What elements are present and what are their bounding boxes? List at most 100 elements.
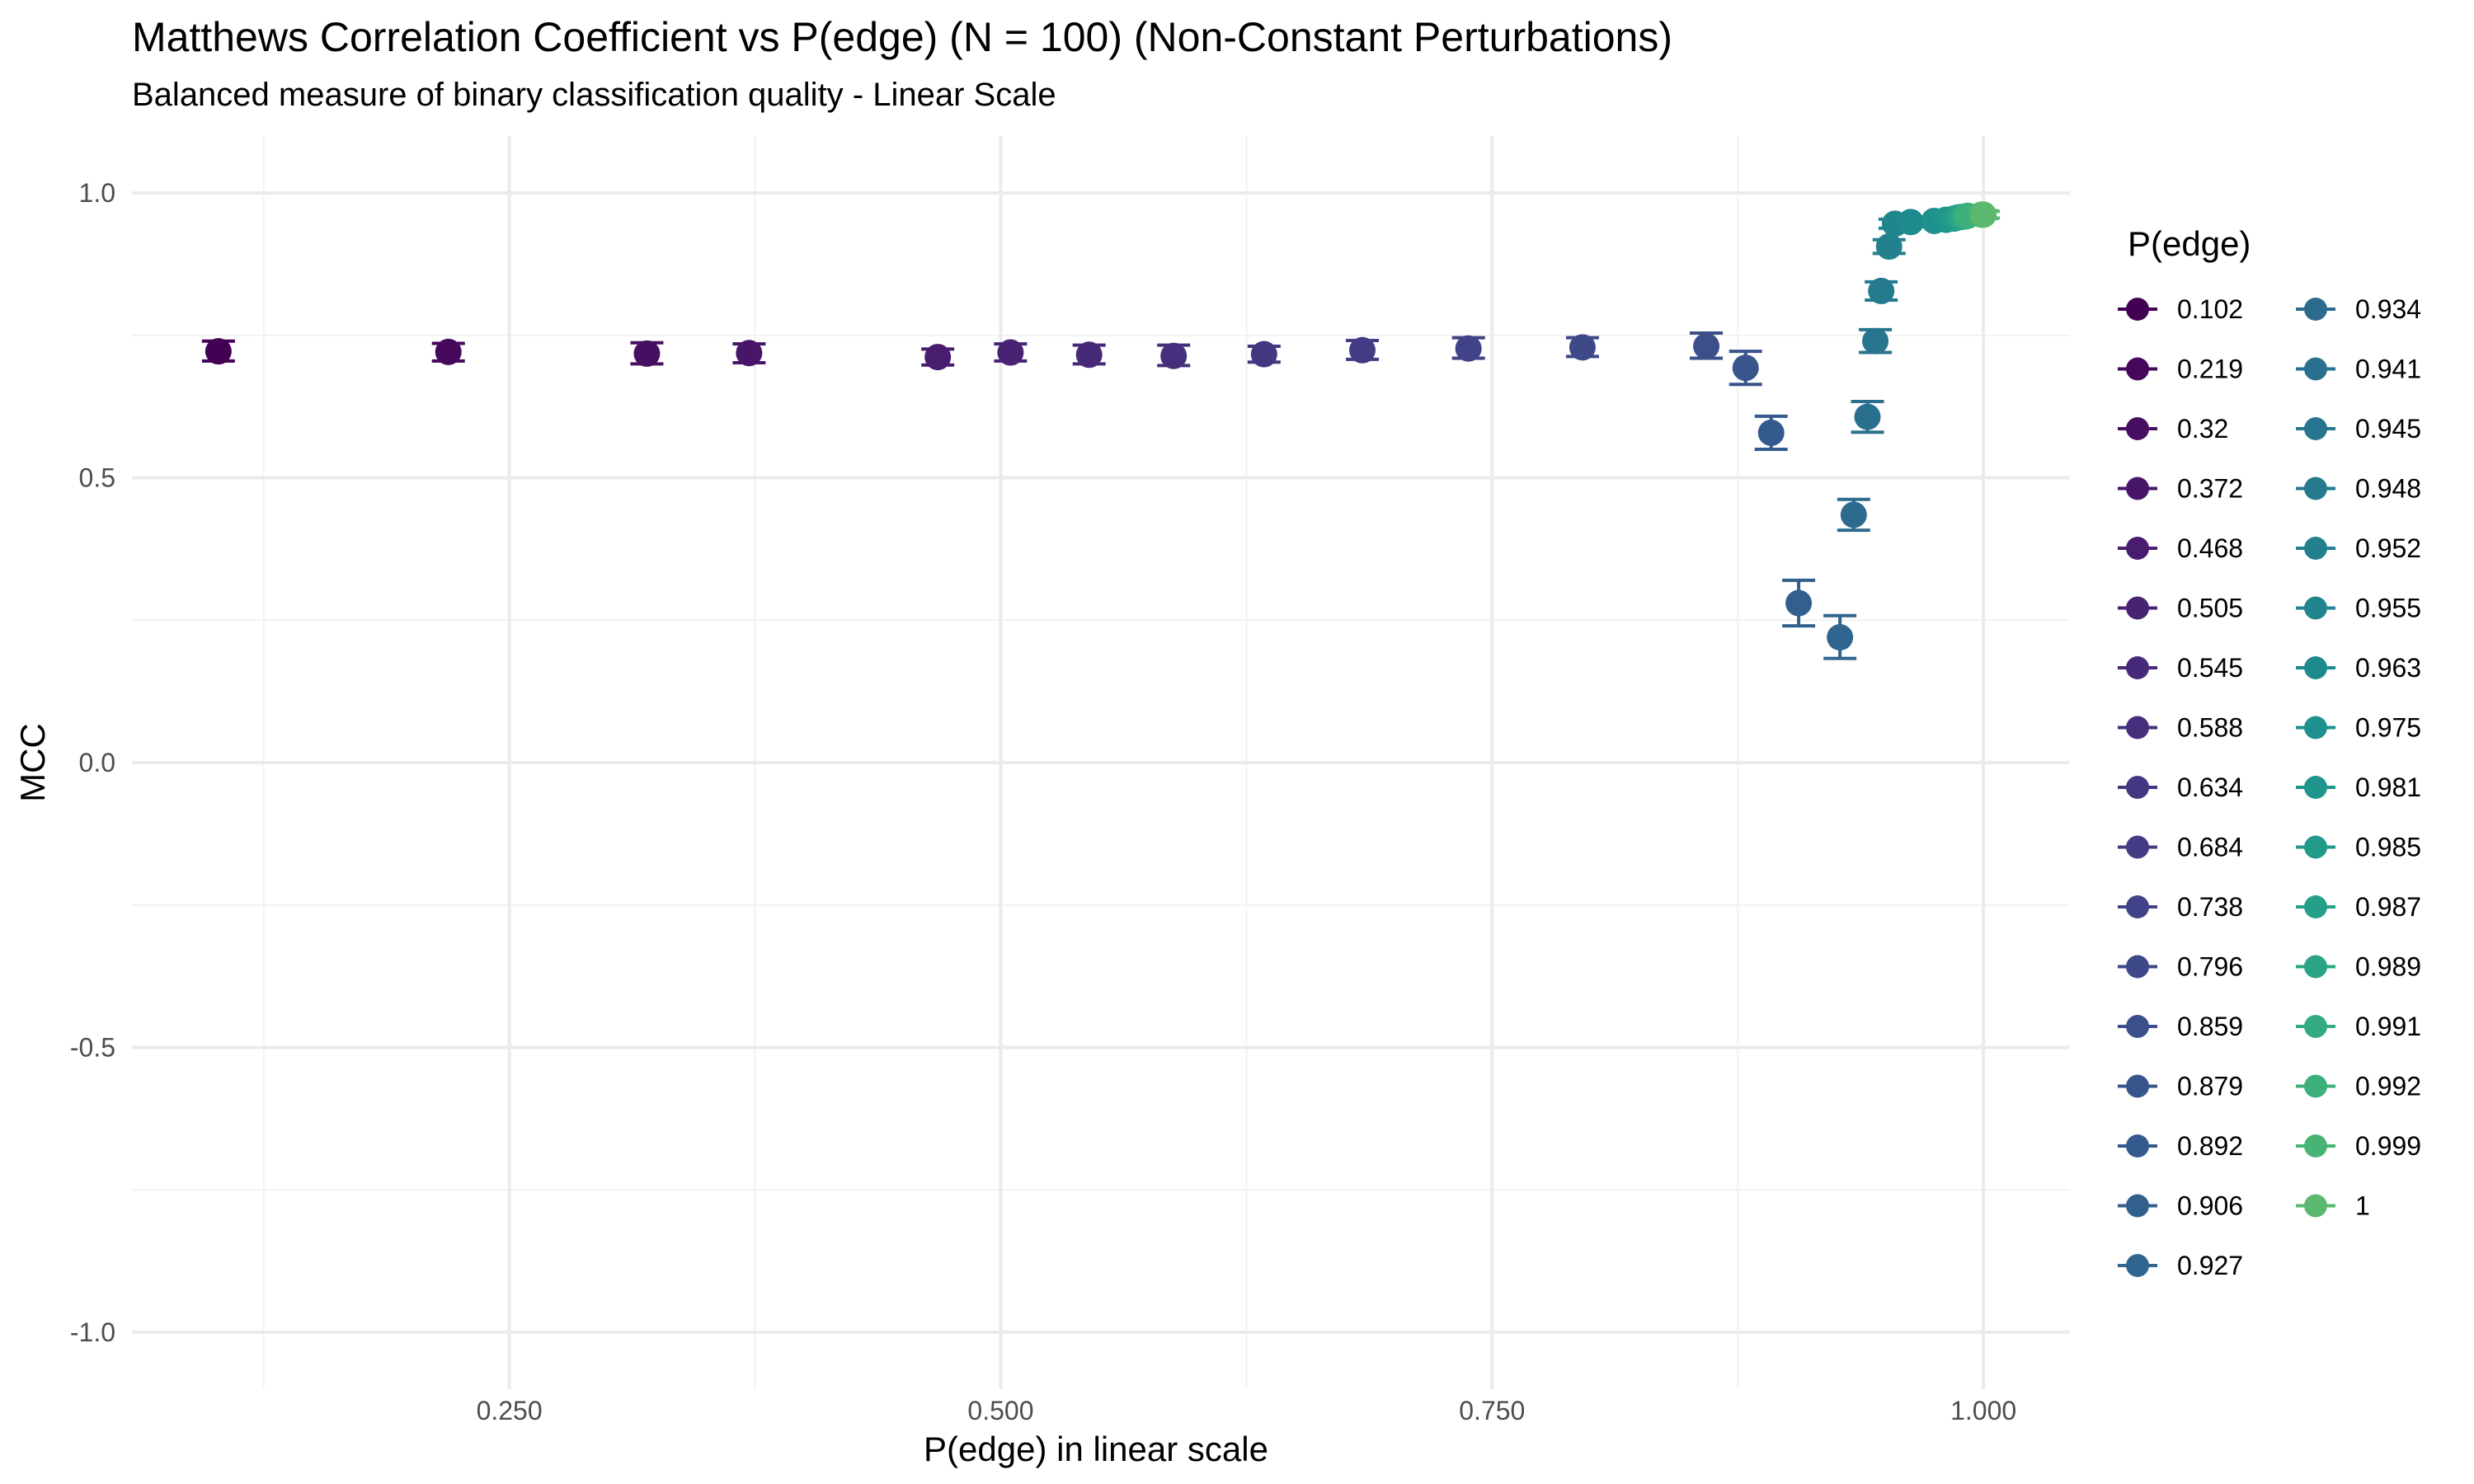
x-tick-label: 0.500 [967, 1396, 1033, 1425]
legend-key-point [2304, 298, 2327, 321]
legend-key-point [2304, 1074, 2327, 1098]
legend-item: 0.991 [2296, 1012, 2421, 1041]
legend-label: 0.684 [2177, 833, 2243, 862]
legend-key-point [2304, 1134, 2327, 1158]
legend-item: 0.859 [2118, 1012, 2243, 1041]
legend-item: 0.468 [2118, 533, 2243, 563]
data-point [1785, 589, 1813, 617]
data-point [1862, 327, 1889, 355]
legend-item: 0.892 [2118, 1131, 2243, 1161]
y-tick-label: -1.0 [70, 1317, 115, 1347]
y-tick-label: 0.5 [79, 463, 115, 493]
data-points [205, 201, 1997, 650]
legend-item: 0.992 [2296, 1072, 2421, 1101]
legend-label: 0.948 [2355, 474, 2421, 504]
legend-item: 0.738 [2118, 892, 2243, 922]
data-point [205, 338, 232, 365]
y-tick-label: 1.0 [79, 178, 115, 208]
legend-key-point [2126, 955, 2149, 979]
error-bars [201, 209, 2001, 660]
legend-item: 0.372 [2118, 474, 2243, 504]
legend-item: 0.32 [2118, 414, 2228, 444]
legend-label: 0.945 [2355, 414, 2421, 444]
legend-label: 0.879 [2177, 1072, 2243, 1101]
legend-item: 0.505 [2118, 594, 2243, 623]
legend-label: 0.738 [2177, 892, 2243, 922]
legend-key-point [2304, 537, 2327, 560]
legend-item: 0.634 [2118, 773, 2243, 802]
legend-item: 0.948 [2296, 474, 2421, 504]
legend-item: 0.588 [2118, 713, 2243, 743]
data-point [633, 340, 661, 367]
data-point [1693, 332, 1720, 359]
legend-item: 0.219 [2118, 355, 2243, 384]
legend-key-point [2126, 477, 2149, 500]
legend-key-point [2126, 656, 2149, 679]
data-point [1455, 335, 1482, 362]
legend-label: 0.859 [2177, 1012, 2243, 1041]
legend-label: 0.952 [2355, 533, 2421, 563]
legend-item: 0.796 [2118, 952, 2243, 982]
legend-key-point [2126, 1254, 2149, 1277]
legend-key-point [2126, 895, 2149, 918]
legend-item: 0.981 [2296, 773, 2421, 802]
legend-key-point [2304, 835, 2327, 859]
legend-label: 0.32 [2177, 414, 2228, 444]
legend-item: 0.955 [2296, 594, 2421, 623]
data-point [1840, 501, 1867, 528]
legend-item: 0.927 [2118, 1251, 2243, 1280]
legend-key-point [2304, 716, 2327, 740]
y-tick-label: 0.0 [79, 748, 115, 777]
legend-item: 0.545 [2118, 653, 2243, 683]
legend-key-point [2126, 1134, 2149, 1158]
legend-label: 0.991 [2355, 1012, 2421, 1041]
data-point [736, 340, 763, 367]
legend-key-point [2126, 417, 2149, 440]
legend-label: 0.219 [2177, 355, 2243, 384]
legend-label: 0.102 [2177, 294, 2243, 324]
legend-item: 0.906 [2118, 1191, 2243, 1221]
legend-item: 0.985 [2296, 833, 2421, 862]
legend-label: 0.906 [2177, 1191, 2243, 1221]
legend-key-point [2304, 776, 2327, 799]
grid-layer [132, 136, 2070, 1389]
legend-label: 0.975 [2355, 713, 2421, 743]
legend-label: 0.468 [2177, 533, 2243, 563]
data-point [1970, 201, 1997, 228]
data-point [1868, 277, 1895, 304]
data-point [1827, 624, 1854, 650]
legend-label: 0.989 [2355, 952, 2421, 982]
legend-label: 0.588 [2177, 713, 2243, 743]
data-point [1732, 355, 1759, 382]
legend-item: 0.963 [2296, 653, 2421, 683]
data-point [1250, 340, 1277, 368]
legend-item: 0.975 [2296, 713, 2421, 743]
x-tick-label: 0.750 [1459, 1396, 1525, 1425]
legend-label: 0.505 [2177, 594, 2243, 623]
legend-item: 1 [2296, 1191, 2370, 1221]
legend-item: 0.945 [2296, 414, 2421, 444]
legend-key-point [2126, 1074, 2149, 1098]
legend-label: 0.545 [2177, 653, 2243, 683]
legend-key-point [2304, 596, 2327, 620]
data-point [1075, 341, 1103, 369]
legend-key-point [2304, 1015, 2327, 1038]
x-tick-label: 1.000 [1950, 1396, 2016, 1425]
legend-key-point [2126, 357, 2149, 381]
data-point [435, 338, 462, 365]
legend: 0.102 0.219 0.32 0.372 0.468 0.505 0.545 0.588 0… [2118, 294, 2421, 1280]
legend-key-point [2126, 716, 2149, 740]
legend-title: P(edge) [2128, 224, 2251, 263]
y-axis-title: MCC [13, 723, 52, 802]
legend-label: 0.981 [2355, 773, 2421, 802]
chart-title: Matthews Correlation Coefficient vs P(ed… [132, 14, 1672, 60]
legend-key-point [2126, 537, 2149, 560]
data-point [1160, 342, 1188, 369]
legend-key-point [2304, 477, 2327, 500]
data-point [1569, 334, 1596, 361]
legend-item: 0.941 [2296, 355, 2421, 384]
data-point [924, 344, 952, 371]
data-point [997, 339, 1024, 366]
legend-key-point [2304, 656, 2327, 679]
